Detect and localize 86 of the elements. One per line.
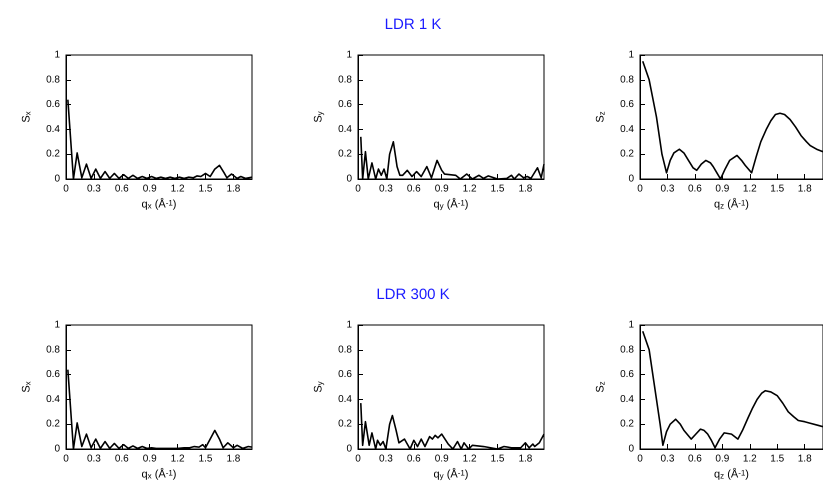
y-tick-label: 1 bbox=[54, 50, 60, 60]
y-tick-label: 0.4 bbox=[46, 394, 60, 405]
y-tick-label: 0.8 bbox=[620, 344, 634, 356]
y-tick-label: 0.2 bbox=[620, 148, 634, 160]
x-tick-label: 1.8 bbox=[226, 454, 241, 464]
y-tick-label: 1 bbox=[628, 320, 634, 330]
y-tick-label: 0.2 bbox=[46, 418, 60, 430]
x-tick-label: 1.5 bbox=[198, 184, 213, 194]
x-tick-label: 0.9 bbox=[142, 184, 158, 194]
x-tick-label: 1.8 bbox=[226, 184, 241, 194]
x-tick-label: 1.5 bbox=[490, 184, 505, 194]
y-tick-label: 0.4 bbox=[620, 124, 634, 135]
x-tick-label: 0.3 bbox=[378, 454, 394, 464]
x-tick-label: 1.2 bbox=[462, 454, 477, 464]
y-tick-label: 0.4 bbox=[46, 124, 60, 135]
y-tick-label: 1 bbox=[346, 320, 352, 330]
x-tick-label: 0.9 bbox=[434, 454, 450, 464]
y-tick-label: 0.8 bbox=[338, 344, 352, 356]
x-tick-label: 0.6 bbox=[114, 184, 130, 194]
x-tick-label: 1.2 bbox=[462, 184, 477, 194]
y-tick-label: 1 bbox=[54, 320, 60, 330]
x-tick-label: 1.5 bbox=[770, 184, 785, 194]
x-tick-label: 1.5 bbox=[490, 454, 505, 464]
x-tick-label: 1.2 bbox=[742, 184, 758, 194]
x-tick-label: 0.6 bbox=[688, 184, 702, 194]
y-tick-label: 0.8 bbox=[46, 344, 60, 356]
y-tick-label: 0 bbox=[54, 174, 60, 184]
y-tick-label: 0.4 bbox=[338, 124, 352, 135]
x-tick-label: 0.6 bbox=[406, 184, 422, 194]
y-tick-label: 0.8 bbox=[620, 74, 634, 86]
x-tick-label: 0 bbox=[637, 184, 644, 194]
x-tick-label: 1.2 bbox=[170, 184, 185, 194]
x-tick-label: 0 bbox=[355, 184, 362, 194]
x-tick-label: 0 bbox=[355, 454, 362, 464]
y-axis-title: Sy bbox=[312, 111, 324, 123]
x-tick-label: 0.9 bbox=[715, 454, 730, 464]
y-tick-label: 0.2 bbox=[620, 418, 634, 430]
x-tick-label: 1.2 bbox=[742, 454, 758, 464]
y-tick-label: 0 bbox=[628, 174, 634, 184]
x-tick-label: 1.5 bbox=[770, 454, 785, 464]
x-tick-label: 0 bbox=[637, 454, 644, 464]
y-tick-label: 0.4 bbox=[338, 394, 352, 405]
y-tick-label: 0.2 bbox=[338, 148, 352, 160]
y-tick-label: 0.2 bbox=[46, 148, 60, 160]
y-tick-label: 0.8 bbox=[46, 74, 60, 86]
x-tick-label: 1.8 bbox=[518, 454, 533, 464]
y-tick-label: 0.6 bbox=[46, 369, 60, 380]
x-tick-label: 0 bbox=[63, 184, 70, 194]
y-axis-title: Sz bbox=[594, 111, 606, 123]
y-tick-label: 0.2 bbox=[338, 418, 352, 430]
y-tick-label: 0.6 bbox=[46, 99, 60, 110]
x-tick-label: 0.6 bbox=[114, 454, 130, 464]
x-tick-label: 0.9 bbox=[434, 184, 450, 194]
x-tick-label: 1.8 bbox=[518, 184, 533, 194]
y-tick-label: 1 bbox=[346, 50, 352, 60]
y-tick-label: 0.6 bbox=[620, 369, 634, 380]
y-tick-label: 0 bbox=[346, 444, 352, 454]
x-tick-label: 0.3 bbox=[660, 454, 675, 464]
y-tick-label: 0.6 bbox=[338, 99, 352, 110]
y-tick-label: 0.8 bbox=[338, 74, 352, 86]
y-axis-title: Sz bbox=[594, 381, 606, 393]
x-tick-label: 0.3 bbox=[86, 454, 102, 464]
y-tick-label: 1 bbox=[628, 50, 634, 60]
y-tick-label: 0 bbox=[54, 444, 60, 454]
y-axis-title: Sx bbox=[20, 381, 32, 393]
x-tick-label: 1.8 bbox=[798, 184, 812, 194]
chart-title: LDR 1 K bbox=[384, 16, 442, 33]
x-tick-label: 0.9 bbox=[715, 184, 730, 194]
y-tick-label: 0 bbox=[346, 174, 352, 184]
y-axis-title: Sx bbox=[20, 111, 32, 123]
y-tick-label: 0 bbox=[628, 444, 634, 454]
x-tick-label: 1.8 bbox=[798, 454, 812, 464]
chart-title: LDR 300 K bbox=[376, 286, 450, 303]
y-tick-label: 0.6 bbox=[620, 99, 634, 110]
x-tick-label: 0 bbox=[63, 454, 70, 464]
x-tick-label: 0.3 bbox=[378, 184, 394, 194]
x-tick-label: 0.3 bbox=[86, 184, 102, 194]
y-tick-label: 0.4 bbox=[620, 394, 634, 405]
x-tick-label: 1.2 bbox=[170, 454, 185, 464]
x-tick-label: 1.5 bbox=[198, 454, 213, 464]
x-tick-label: 0.6 bbox=[688, 454, 702, 464]
x-tick-label: 0.3 bbox=[660, 184, 675, 194]
x-tick-label: 0.9 bbox=[142, 454, 158, 464]
y-axis-title: Sy bbox=[312, 381, 324, 393]
x-tick-label: 0.6 bbox=[406, 454, 422, 464]
y-tick-label: 0.6 bbox=[338, 369, 352, 380]
